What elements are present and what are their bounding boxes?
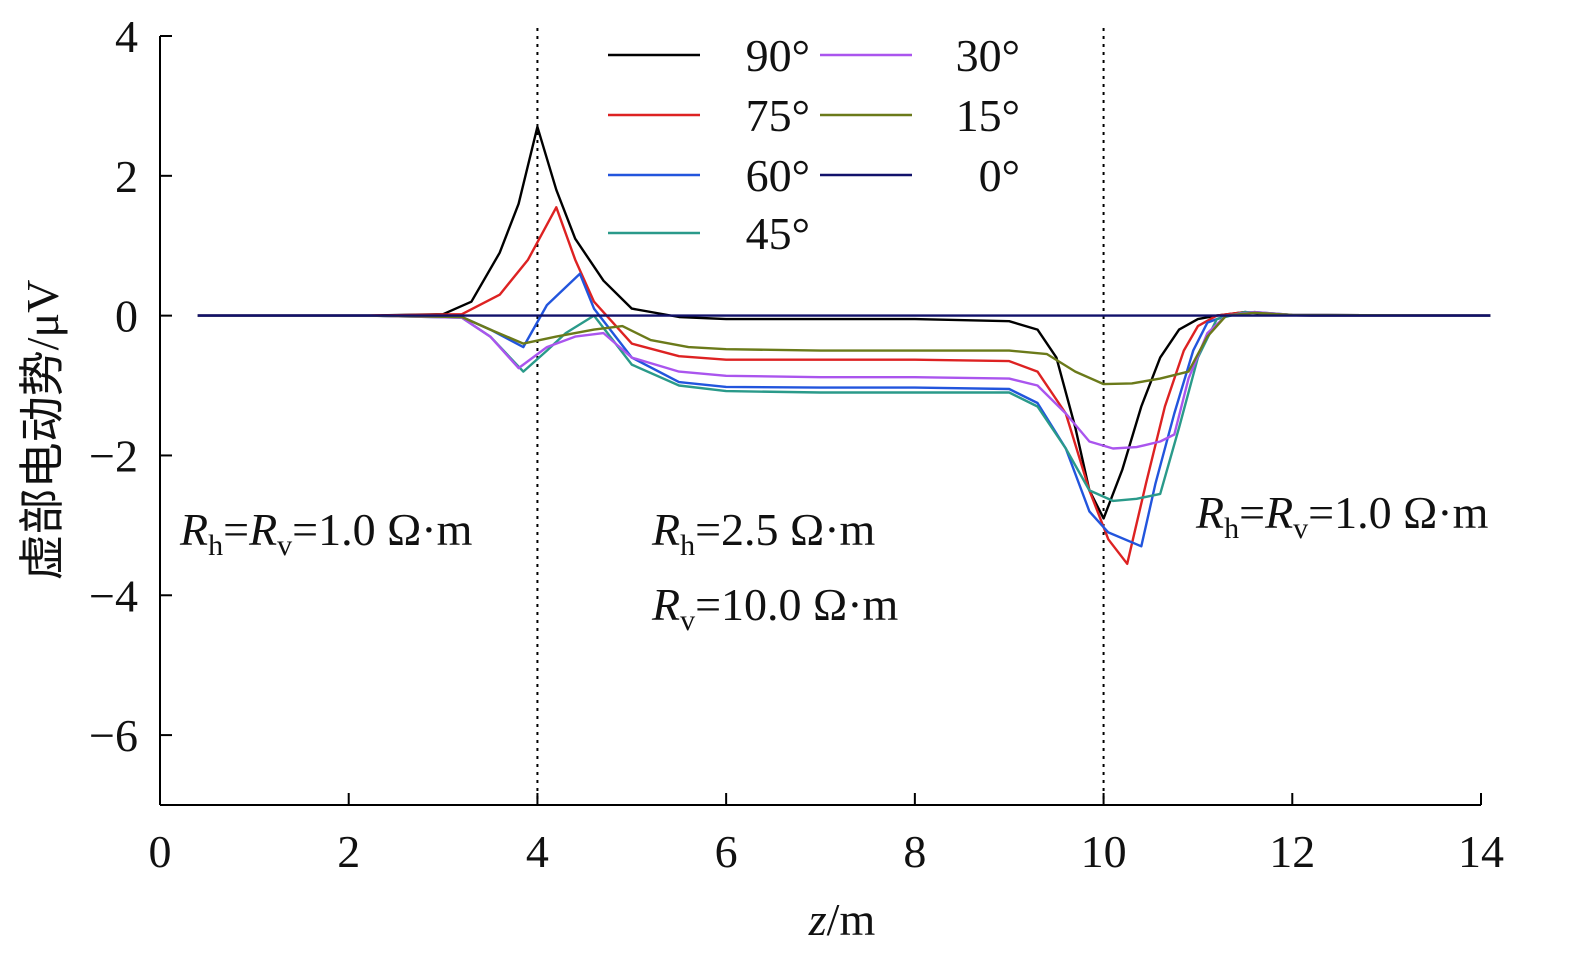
annotation-middle-layer-rh: Rh=2.5 Ω·m: [651, 504, 876, 562]
series-line-0: [197, 125, 1491, 520]
x-axis-title: z/m: [808, 894, 876, 945]
y-axis-title: 虚部电动势/μV: [17, 280, 68, 581]
legend-label: 75°: [746, 90, 810, 141]
x-tick-label: 8: [903, 826, 926, 877]
series-line-2: [197, 272, 1491, 548]
annotation-left-layer: Rh=Rv=1.0 Ω·m: [179, 504, 473, 562]
annotations: Rh=Rv=1.0 Ω·m Rh=2.5 Ω·m Rv=10.0 Ω·m Rh=…: [179, 487, 1489, 637]
y-tick-label: −6: [89, 710, 138, 761]
legend: 90° 75° 60° 45° 30° 15° 0°: [608, 30, 1020, 259]
series-layer: [197, 125, 1491, 565]
legend-label: 90°: [746, 30, 810, 81]
x-tick-label: 4: [526, 826, 549, 877]
annotation-right-layer: Rh=Rv=1.0 Ω·m: [1195, 487, 1489, 545]
series-line-5: [197, 311, 1491, 386]
layer-boundaries: [536, 28, 1105, 805]
y-ticks: 4 2 0 −2 −4 −6: [89, 11, 172, 761]
annotation-middle-layer-rv: Rv=10.0 Ω·m: [651, 579, 899, 637]
legend-label: 30°: [956, 30, 1020, 81]
legend-label: 15°: [956, 90, 1020, 141]
x-tick-label: 0: [149, 826, 172, 877]
y-tick-label: 0: [115, 291, 138, 342]
x-tick-label: 6: [715, 826, 738, 877]
y-tick-label: −2: [89, 430, 138, 481]
series-line-1: [197, 206, 1491, 565]
x-tick-label: 10: [1081, 826, 1127, 877]
x-ticks: 0 2 4 6 8 10 12 14: [149, 793, 1504, 877]
x-tick-label: 12: [1269, 826, 1315, 877]
series-line-3: [197, 310, 1491, 503]
x-tick-label: 14: [1458, 826, 1504, 877]
y-tick-label: 2: [115, 151, 138, 202]
x-tick-label: 2: [337, 826, 360, 877]
legend-label: 45°: [746, 208, 810, 259]
y-tick-label: −4: [89, 570, 138, 621]
plot-frame: [159, 36, 1481, 806]
legend-label: 0°: [979, 150, 1020, 201]
y-tick-label: 4: [115, 11, 138, 62]
legend-label: 60°: [746, 150, 810, 201]
series-line-4: [197, 310, 1491, 450]
